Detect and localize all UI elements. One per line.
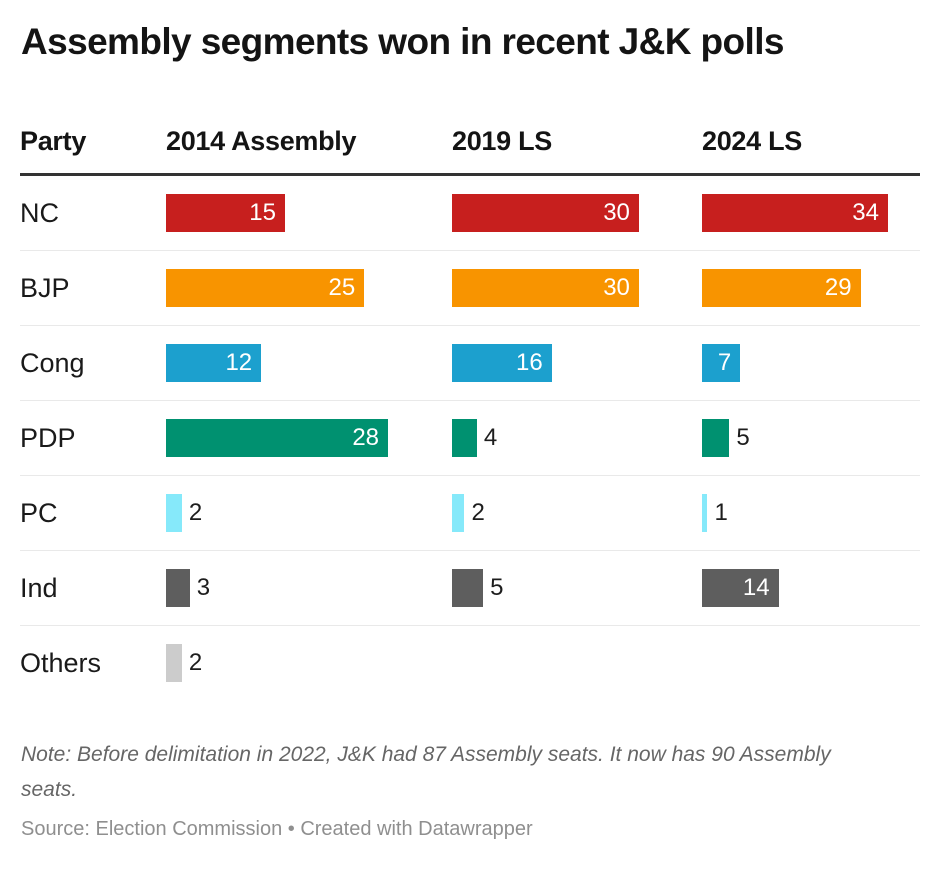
bar-cell: 2 [166, 494, 452, 532]
bar-value-label: 5 [736, 424, 750, 451]
bar-cell [452, 644, 702, 682]
bar-cell: 3 [166, 569, 452, 607]
table-row: BJP 25 30 29 [20, 251, 920, 326]
bar-cell: 5 [702, 419, 920, 457]
table-row: Others 2 [20, 626, 920, 700]
table-row: PC 2 2 1 [20, 476, 920, 551]
party-label: NC [20, 197, 59, 228]
bar-value-label: 2 [471, 499, 485, 526]
header-2014-assembly: 2014 Assembly [166, 126, 357, 156]
bar-value-label: 2 [188, 499, 203, 526]
source-text: Source: Election Commission • Created wi… [21, 818, 533, 840]
bar-cell: 1 [702, 494, 920, 532]
bar [452, 569, 484, 607]
bar [702, 419, 730, 457]
chart-container: Assembly segments won in recent J&K poll… [0, 20, 940, 870]
table-row: Cong 12 16 7 [20, 326, 920, 401]
bar [166, 494, 182, 532]
bar-cell: 28 [166, 419, 452, 457]
bar [702, 494, 708, 532]
note-text: Note: Before delimitation in 2022, J&K h… [21, 743, 831, 801]
bar-value-label: 3 [196, 574, 211, 601]
bar-table: NC 15 30 34 BJP 25 30 29 Cong 12 16 7 PDP 28 4 5 PC 2 2 1 In… [20, 176, 920, 700]
bar [166, 569, 190, 607]
bar-value-label: 29 [824, 274, 852, 301]
header-2019-ls: 2019 LS [452, 126, 552, 156]
party-label: Others [20, 647, 102, 678]
party-label: PDP [20, 422, 76, 453]
bar-cell: 29 [702, 269, 920, 307]
bar-value-label: 16 [515, 349, 543, 376]
party-label: Cong [20, 347, 85, 378]
bar-value-label: 25 [328, 274, 356, 301]
bar-value-label: 30 [603, 199, 630, 226]
bar-value-label: 15 [249, 199, 276, 226]
bar-cell: 34 [702, 194, 920, 232]
bar: 25 [166, 269, 365, 307]
bar-cell: 16 [452, 344, 702, 382]
bar-cell: 14 [702, 569, 920, 607]
bar: 34 [702, 194, 888, 232]
bar: 14 [702, 569, 779, 607]
bar-cell: 7 [702, 344, 920, 382]
bar-value-label: 30 [603, 274, 630, 301]
header-2024-ls: 2024 LS [702, 126, 802, 156]
header-party: Party [20, 126, 87, 156]
chart-title: Assembly segments won in recent J&K poll… [21, 21, 785, 62]
bar-value-label: 1 [714, 499, 728, 526]
table-header-row: Party 2014 Assembly 2019 LS 2024 LS [20, 126, 920, 176]
bar-cell: 30 [452, 269, 702, 307]
bar-cell: 25 [166, 269, 452, 307]
bar-cell: 12 [166, 344, 452, 382]
bar-value-label: 14 [742, 574, 770, 601]
bar-value-label: 28 [352, 424, 380, 451]
bar-cell: 5 [452, 569, 702, 607]
bar-value-label: 5 [490, 574, 504, 601]
bar-value-label: 7 [717, 349, 732, 376]
bar: 28 [166, 419, 389, 457]
bar-cell: 15 [166, 194, 452, 232]
bar: 7 [702, 344, 741, 382]
bar: 16 [452, 344, 552, 382]
bar [452, 494, 465, 532]
bar-cell: 4 [452, 419, 702, 457]
bar: 30 [452, 194, 639, 232]
bar-cell: 30 [452, 194, 702, 232]
bar-cell [702, 644, 920, 682]
bar-cell: 2 [452, 494, 702, 532]
bar: 12 [166, 344, 262, 382]
table-row: NC 15 30 34 [20, 176, 920, 251]
bar-value-label: 34 [852, 199, 879, 226]
bar: 30 [452, 269, 639, 307]
bar-value-label: 4 [483, 424, 498, 451]
table-row: Ind 3 5 14 [20, 551, 920, 626]
bar: 15 [166, 194, 285, 232]
party-label: Ind [20, 572, 58, 603]
bar-value-label: 2 [188, 649, 203, 676]
bar-cell: 2 [166, 644, 452, 682]
table-row: PDP 28 4 5 [20, 401, 920, 476]
bar-value-label: 12 [225, 349, 253, 376]
bar [166, 644, 182, 682]
party-label: BJP [20, 272, 70, 303]
bar: 29 [702, 269, 861, 307]
bar [452, 419, 477, 457]
party-label: PC [20, 497, 58, 528]
